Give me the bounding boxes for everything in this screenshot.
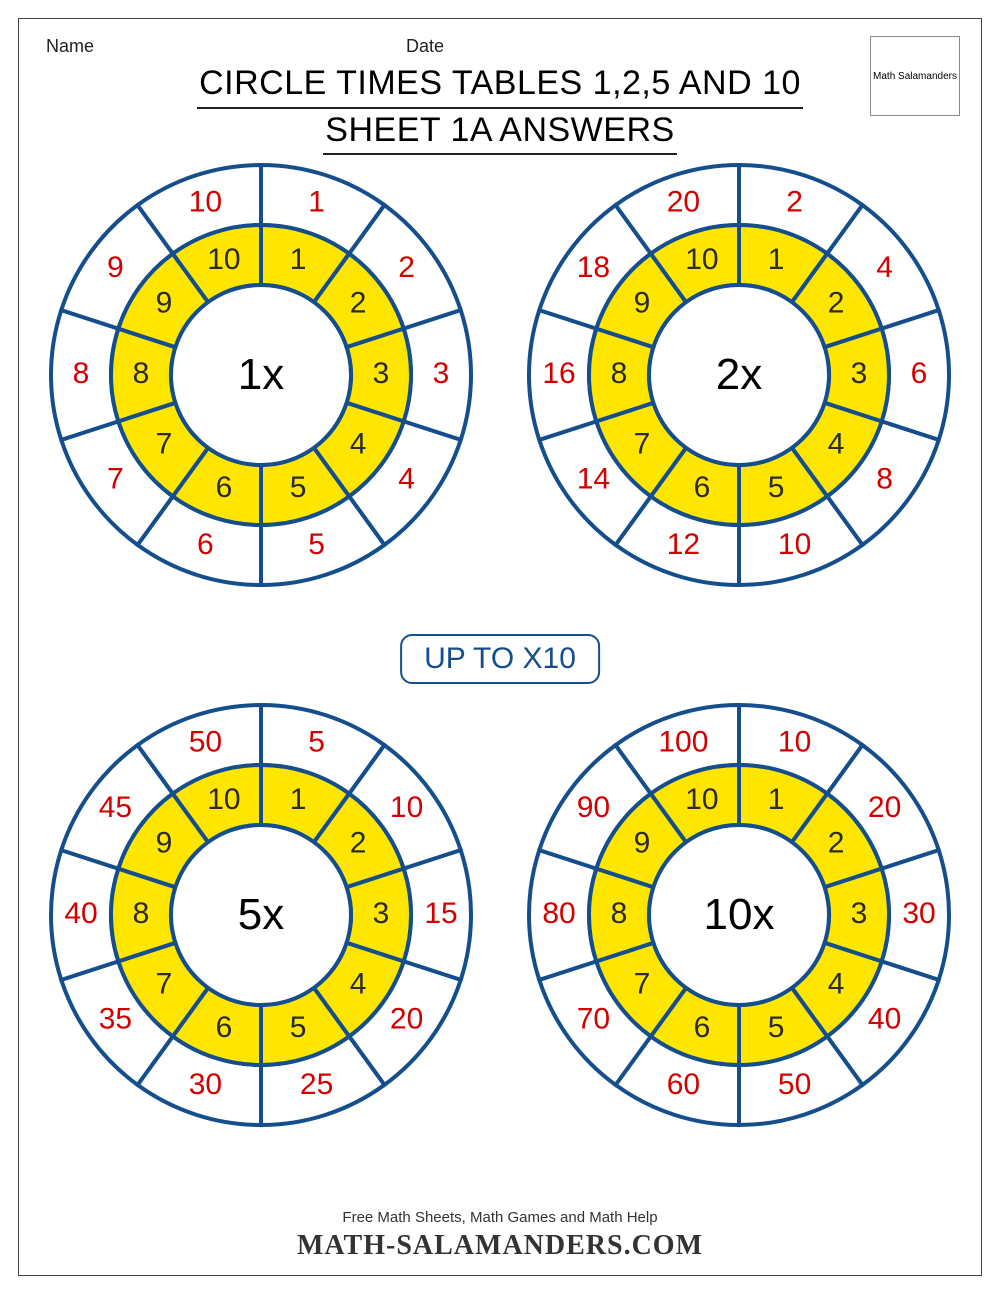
inner-value: 7: [634, 427, 651, 460]
inner-value: 7: [156, 427, 173, 460]
inner-value: 10: [207, 243, 240, 276]
inner-value: 10: [685, 783, 718, 816]
inner-value: 4: [350, 967, 367, 1000]
inner-value: 1: [768, 783, 785, 816]
multiplier-label: 1x: [238, 350, 284, 400]
range-badge: UP TO X10: [400, 634, 600, 684]
inner-value: 3: [373, 357, 390, 390]
inner-value: 6: [216, 1011, 233, 1044]
inner-value: 5: [290, 471, 307, 504]
inner-value: 8: [133, 357, 150, 390]
inner-value: 7: [634, 967, 651, 1000]
outer-answer: 6: [197, 528, 214, 561]
outer-answer: 4: [876, 251, 893, 284]
date-label: Date: [406, 36, 444, 57]
outer-answer: 70: [577, 1003, 610, 1036]
outer-answer: 16: [542, 357, 575, 390]
outer-answer: 10: [189, 186, 222, 219]
name-label: Name: [46, 36, 94, 57]
title-line-2: SHEET 1A ANSWERS: [323, 109, 676, 156]
footer-site: MATH-SALAMANDERS.COM: [0, 1230, 1000, 1262]
outer-answer: 100: [658, 726, 708, 759]
outer-answer: 5: [308, 528, 325, 561]
inner-value: 2: [350, 286, 367, 319]
inner-value: 1: [290, 783, 307, 816]
outer-answer: 8: [73, 357, 90, 390]
outer-answer: 5: [308, 726, 325, 759]
inner-value: 6: [216, 471, 233, 504]
inner-value: 10: [685, 243, 718, 276]
outer-answer: 6: [911, 357, 928, 390]
inner-value: 5: [768, 471, 785, 504]
title-line-1: CIRCLE TIMES TABLES 1,2,5 AND 10: [197, 62, 803, 109]
outer-answer: 50: [778, 1068, 811, 1101]
outer-answer: 80: [542, 897, 575, 930]
inner-value: 4: [828, 427, 845, 460]
outer-answer: 7: [107, 463, 124, 496]
inner-value: 8: [611, 897, 628, 930]
outer-answer: 20: [667, 186, 700, 219]
inner-value: 3: [373, 897, 390, 930]
inner-value: 9: [156, 826, 173, 859]
inner-value: 10: [207, 783, 240, 816]
inner-value: 6: [694, 1011, 711, 1044]
outer-answer: 45: [99, 791, 132, 824]
wheel-1x: 11223344556677889910101x: [46, 160, 476, 590]
inner-value: 5: [290, 1011, 307, 1044]
outer-answer: 35: [99, 1003, 132, 1036]
inner-value: 4: [350, 427, 367, 460]
inner-value: 1: [768, 243, 785, 276]
outer-answer: 15: [424, 897, 457, 930]
footer-tagline: Free Math Sheets, Math Games and Math He…: [0, 1209, 1000, 1226]
page-title: CIRCLE TIMES TABLES 1,2,5 AND 10 SHEET 1…: [0, 62, 1000, 155]
outer-answer: 10: [778, 726, 811, 759]
inner-value: 2: [828, 826, 845, 859]
outer-answer: 4: [398, 463, 415, 496]
outer-answer: 40: [64, 897, 97, 930]
outer-answer: 20: [390, 1003, 423, 1036]
inner-value: 8: [133, 897, 150, 930]
outer-answer: 10: [390, 791, 423, 824]
multiplier-label: 5x: [238, 890, 284, 940]
outer-answer: 20: [868, 791, 901, 824]
inner-value: 5: [768, 1011, 785, 1044]
outer-answer: 1: [308, 186, 325, 219]
inner-value: 6: [694, 471, 711, 504]
outer-answer: 60: [667, 1068, 700, 1101]
inner-value: 7: [156, 967, 173, 1000]
inner-value: 1: [290, 243, 307, 276]
outer-answer: 25: [300, 1068, 333, 1101]
multiplier-label: 2x: [716, 350, 762, 400]
inner-value: 2: [828, 286, 845, 319]
outer-answer: 40: [868, 1003, 901, 1036]
outer-answer: 10: [778, 528, 811, 561]
outer-answer: 18: [577, 251, 610, 284]
wheel-5x: 1521031542052563073584094510505x: [46, 700, 476, 1130]
outer-answer: 50: [189, 726, 222, 759]
outer-answer: 14: [577, 463, 610, 496]
inner-value: 3: [851, 897, 868, 930]
outer-answer: 3: [433, 357, 450, 390]
outer-answer: 2: [398, 251, 415, 284]
outer-answer: 30: [902, 897, 935, 930]
wheel-10x: 1 10 2 20 3 30 4 40 5 50 6 60 7 70 8 80 9 90 10 100 10x: [524, 700, 954, 1130]
outer-answer: 90: [577, 791, 610, 824]
page-footer: Free Math Sheets, Math Games and Math He…: [0, 1209, 1000, 1262]
inner-value: 8: [611, 357, 628, 390]
inner-value: 9: [634, 826, 651, 859]
inner-value: 4: [828, 967, 845, 1000]
outer-answer: 30: [189, 1068, 222, 1101]
wheel-2x: 1224364851061271481691810202x: [524, 160, 954, 590]
inner-value: 9: [156, 286, 173, 319]
outer-answer: 9: [107, 251, 124, 284]
outer-answer: 2: [786, 186, 803, 219]
outer-answer: 12: [667, 528, 700, 561]
inner-value: 3: [851, 357, 868, 390]
multiplier-label: 10x: [704, 890, 775, 940]
inner-value: 2: [350, 826, 367, 859]
inner-value: 9: [634, 286, 651, 319]
outer-answer: 8: [876, 463, 893, 496]
